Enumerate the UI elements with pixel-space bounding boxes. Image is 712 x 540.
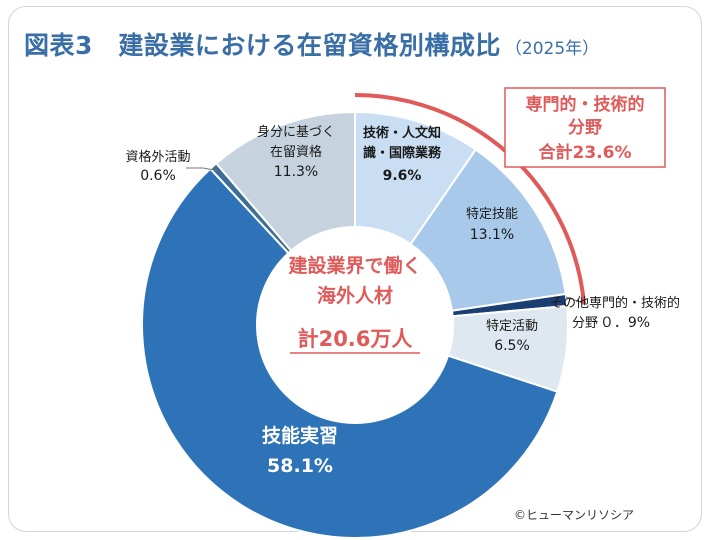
slice-4-label: 技能実習 <box>262 424 338 447</box>
slice-3-label: 特定活動 <box>486 319 538 334</box>
title-main: 図表3 建設業における在留資格別構成比 <box>24 31 501 60</box>
slice-0-value: 9.6% <box>383 168 422 184</box>
slice-1-label: 特定技能 <box>466 207 518 222</box>
slice-2-label-line2: 分野 <box>572 316 598 331</box>
group-label-total: 合計23.6% <box>539 142 632 163</box>
group-callout-box <box>504 87 666 168</box>
slice-0-label-line1: 技術・人文知 <box>363 125 441 141</box>
slice-5-label: 資格外活動 <box>125 149 190 165</box>
slice-1-value: 13.1% <box>470 227 514 243</box>
slice-6-value: 11.3% <box>274 164 318 180</box>
slice-2-label-line1: その他専門的・技術的 <box>550 295 680 311</box>
slice-5-value: 0.6% <box>140 168 176 184</box>
slice-4 <box>141 167 559 539</box>
title-year: （2025年） <box>504 39 600 59</box>
slice-2-value: ０．9% <box>600 315 650 331</box>
slice-3-value: 6.5% <box>494 338 530 354</box>
slice-0-label-line2: 識・国際業務 <box>363 145 442 161</box>
slice-6-label-line2: 在留資格 <box>270 144 322 160</box>
center-label-line1: 建設業界で働く <box>288 254 421 277</box>
slice-2-leader <box>565 296 584 304</box>
slice-1 <box>409 148 567 312</box>
center-label-line2: 海外人材 <box>317 284 393 307</box>
group-label-line2: 分野 <box>568 118 602 138</box>
slice-5-leader <box>186 167 218 171</box>
center-total: 計20.6万人 <box>298 327 413 351</box>
copyright-credit: ©ヒューマンリソシア <box>514 508 635 522</box>
chart-title: 図表3 建設業における在留資格別構成比 （2025年） <box>24 26 599 62</box>
slice-6-label-line1: 身分に基づく <box>257 124 335 140</box>
slice-4-value: 58.1% <box>267 455 333 477</box>
slice-6 <box>214 110 356 253</box>
group-label-line1: 専門的・技術的 <box>526 94 645 115</box>
